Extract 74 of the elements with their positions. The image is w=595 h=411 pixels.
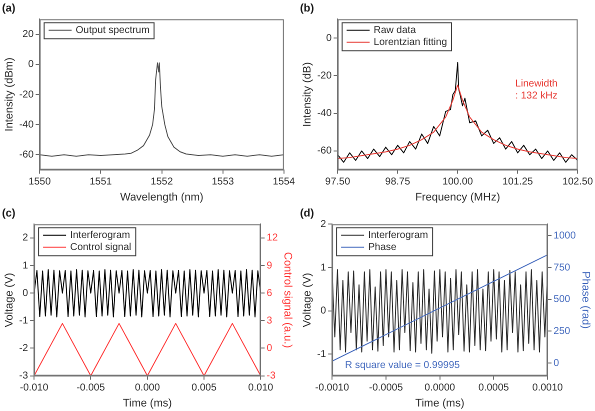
legend-label: Control signal [70, 242, 132, 253]
y-tick-label: 2 [22, 232, 29, 244]
y-tick-label: 0 [320, 306, 327, 317]
chart-title: (a) [2, 2, 16, 15]
legend-label: Interferogram [368, 230, 428, 241]
x-tick-label: 0.0010 [532, 382, 564, 394]
y-tick-label: 0 [22, 288, 29, 299]
x-tick-label: 1550 [28, 176, 52, 188]
legend-label: Lorentzian fitting [374, 36, 448, 48]
x-tick-label: -0.0010 [315, 382, 350, 394]
y-tick-label: 2 [320, 218, 327, 230]
y2-axis-title: Control signal (a.u.) [281, 252, 294, 348]
y2-axis-title: Phase (rad) [579, 271, 592, 329]
x-tick-label: 1551 [90, 176, 112, 188]
y2-tick-label: 0 [554, 358, 560, 369]
y-tick-label: 1 [320, 262, 327, 274]
x-tick-label: 1553 [212, 176, 234, 188]
x-axis-title: Wavelength (nm) [120, 191, 204, 204]
y-tick-label: -1 [19, 315, 29, 326]
y-tick-label: -60 [317, 146, 332, 157]
y-tick-label: -1 [317, 348, 327, 360]
x-axis-title: Time (ms) [122, 397, 172, 410]
legend-label: Output spectrum [76, 24, 150, 36]
y2-tick-label: 9 [266, 260, 273, 272]
x-tick-label: 97.50 [325, 176, 351, 188]
y-axis-title: Voltage (V) [302, 272, 314, 328]
x-axis-title: Frequency (MHz) [415, 191, 500, 204]
x-tick-label: 102.50 [562, 176, 594, 188]
x-tick-label: 0.0005 [478, 382, 510, 394]
y-tick-label: 1 [22, 260, 29, 272]
annotation: Linewidth [515, 78, 558, 90]
y2-tick-label: 12 [266, 232, 278, 244]
y2-tick-label: 250 [554, 326, 571, 337]
y-tick-label: 0 [326, 32, 332, 44]
x-tick-label: 0.0000 [424, 382, 456, 394]
x-tick-label: 100.00 [442, 176, 474, 188]
x-tick-label: 98.75 [385, 176, 411, 188]
y-tick-label: -3 [19, 370, 29, 382]
y-tick-label: 20 [22, 29, 34, 40]
y-tick-label: -60 [19, 149, 34, 160]
x-tick-label: -0.0005 [368, 382, 404, 394]
x-tick-label: 0.000 [134, 382, 160, 394]
y-tick-label: -20 [19, 89, 34, 100]
y2-tick-label: 0 [266, 342, 273, 354]
y2-tick-label: 750 [554, 262, 571, 274]
annotation: : 132 kHz [515, 90, 558, 102]
legend-label: Raw data [374, 24, 416, 36]
chart-title: (c) [2, 208, 16, 220]
y2-tick-label: -3 [266, 370, 276, 382]
y-tick-label: -20 [317, 70, 332, 82]
legend-label: Interferogram [70, 230, 130, 241]
y2-tick-label: 3 [266, 315, 273, 326]
annotation: R square value = 0.99995 [345, 360, 460, 371]
y-tick-label: -2 [19, 342, 29, 354]
x-tick-label: -0.005 [76, 382, 106, 394]
x-tick-label: 0.010 [248, 382, 274, 394]
legend-label: Phase [368, 242, 397, 253]
y-axis-title: Voltage (V) [4, 272, 16, 328]
x-tick-label: 1554 [272, 176, 296, 188]
y-tick-label: -40 [317, 108, 332, 120]
chart-title: (d) [300, 208, 314, 220]
y2-tick-label: 500 [554, 294, 571, 306]
y-tick-label: 0 [28, 59, 34, 70]
x-tick-label: 101.25 [502, 176, 534, 188]
chart-title: (b) [300, 2, 314, 15]
y2-tick-label: 6 [266, 288, 273, 299]
y-axis-title: Intensity (dBm) [4, 58, 16, 132]
x-tick-label: 0.005 [192, 382, 217, 394]
x-tick-label: 1552 [150, 176, 174, 188]
x-axis-title: Time (ms) [415, 397, 464, 410]
y2-tick-label: 1000 [554, 230, 576, 242]
y-tick-label: -40 [19, 119, 34, 130]
y-axis-title: Intensity (dB) [302, 62, 314, 127]
x-tick-label: -0.010 [20, 382, 49, 394]
